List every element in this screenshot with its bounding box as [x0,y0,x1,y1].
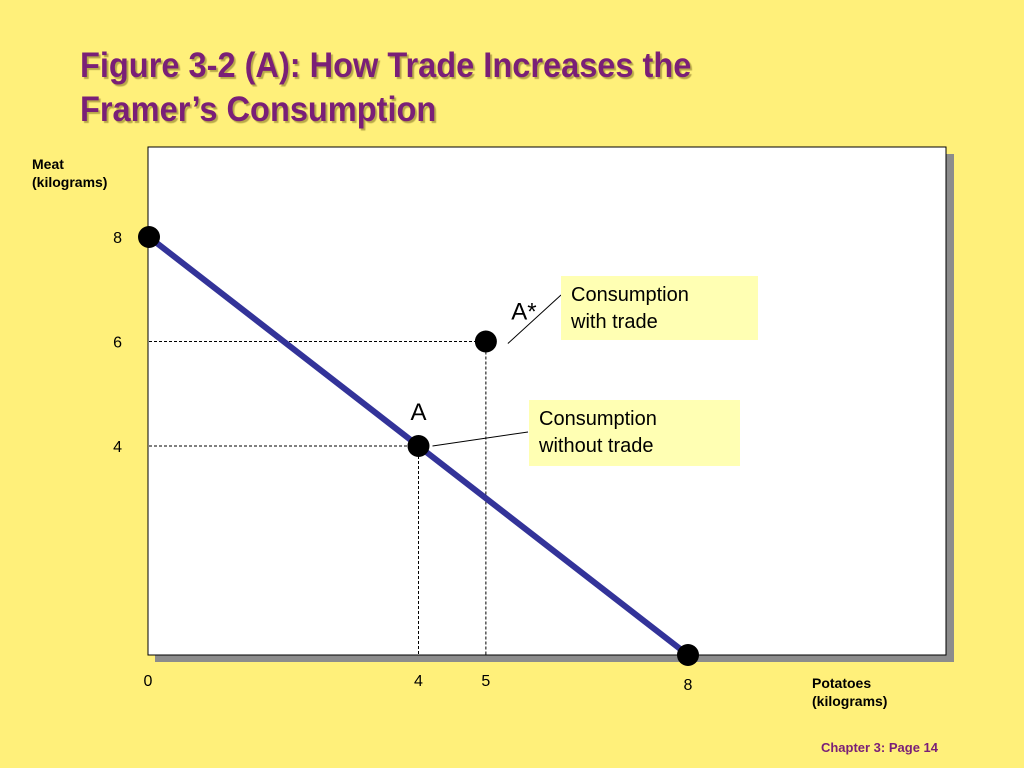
title-line-2: Framer’s Consumption [80,90,437,129]
series-endpoint-0-0 [138,226,160,248]
callout-without-trade-line-2: without trade [539,435,654,457]
x-tick-label-0: 0 [144,673,153,690]
point-Astar [474,330,497,353]
x-tick-label-8: 8 [684,677,693,694]
callout-connector-A [432,431,529,447]
footer-page-label: Chapter 3: Page 14 [820,740,938,755]
x-tick-label-5: 5 [481,673,490,690]
callout-without-trade-line-1: Consumption [539,408,657,430]
callout-with-trade-line-2: with trade [571,311,658,333]
y-tick-label-8: 8 [113,230,122,247]
callout-with-trade-line-1: Consumption [571,284,689,306]
x-axis-label: Potatoes (kilograms) [812,674,887,710]
title-line-1: Figure 3-2 (A): How Trade Increases the [80,46,692,85]
x-tick-label-4: 4 [414,673,423,690]
y-tick-label-6: 6 [113,335,122,352]
page-title: Figure 3-2 (A): How Trade Increases the … [80,44,917,132]
point-label-Astar: A* [511,299,536,326]
y-tick-label-4: 4 [113,439,122,456]
point-label-A: A [410,399,426,426]
y-axis-label: Meat (kilograms) [32,155,107,191]
callout-with-trade: Consumption with trade [561,276,758,340]
point-A [407,435,430,457]
y-axis-label-line-2: (kilograms) [32,174,108,190]
series-endpoint-0-1 [677,644,699,666]
callout-connector-Astar [507,294,562,344]
x-axis-label-line-2: (kilograms) [812,693,888,709]
callout-without-trade: Consumption without trade [529,400,740,466]
y-axis-label-line-1: Meat [32,156,64,172]
x-axis-label-line-1: Potatoes [812,675,872,691]
